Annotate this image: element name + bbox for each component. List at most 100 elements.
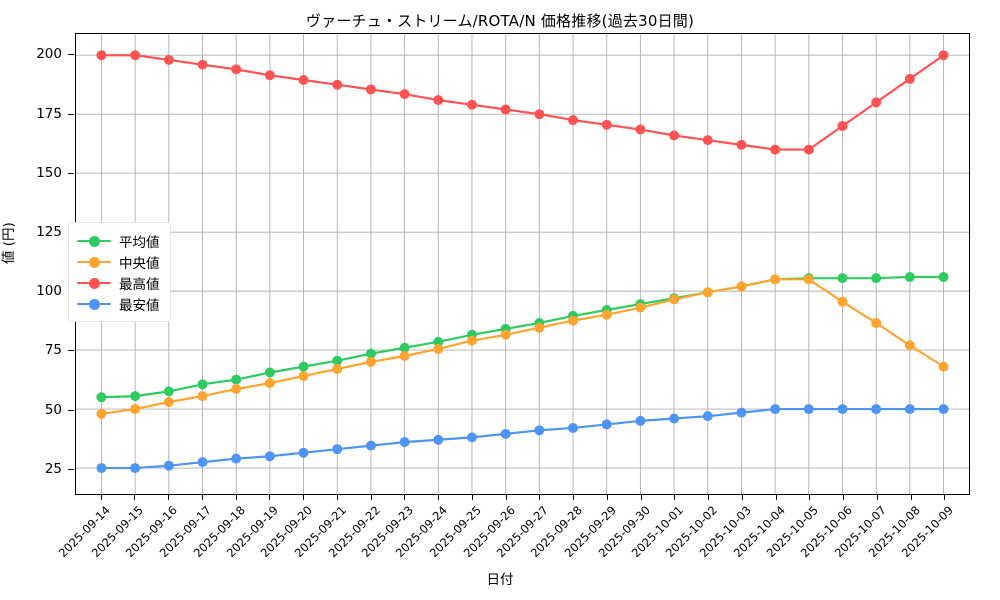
- plot-area: [75, 33, 970, 495]
- legend-color-swatch: [77, 297, 111, 311]
- data-point: [399, 351, 410, 361]
- y-axis-tick-label: 25: [44, 460, 62, 477]
- data-point: [803, 144, 814, 155]
- data-point: [231, 384, 242, 395]
- x-axis-tick-mark: [741, 495, 743, 500]
- y-axis-tick-mark: [68, 350, 74, 352]
- x-axis-tick-mark: [269, 495, 271, 500]
- data-point: [332, 363, 343, 374]
- x-axis-tick-mark: [606, 495, 608, 500]
- data-point: [433, 95, 444, 106]
- data-point: [433, 336, 444, 347]
- y-axis-tick-label: 100: [36, 283, 62, 300]
- legend-label: 最高値: [119, 276, 160, 293]
- data-point: [770, 404, 781, 415]
- legend-item-3[interactable]: 最安値: [77, 293, 160, 314]
- data-point: [669, 130, 680, 141]
- data-point: [365, 440, 376, 451]
- legend-label: 中央値: [119, 255, 160, 272]
- data-point: [601, 119, 612, 130]
- data-point: [96, 408, 107, 419]
- y-axis-tick-label: 200: [36, 46, 62, 63]
- data-point: [736, 281, 747, 292]
- data-point: [163, 386, 174, 397]
- x-axis-tick-mark: [910, 495, 912, 500]
- data-point: [568, 422, 579, 433]
- x-axis-tick-mark: [944, 495, 946, 500]
- x-axis-tick-mark: [168, 495, 170, 500]
- data-point: [871, 273, 882, 284]
- legend-item-1[interactable]: 中央値: [77, 251, 160, 272]
- data-point: [904, 404, 915, 415]
- chart-legend: 平均値中央値最高値最安値: [68, 222, 171, 322]
- data-point: [96, 392, 107, 403]
- data-point: [264, 378, 275, 389]
- data-point: [96, 463, 107, 474]
- legend-item-2[interactable]: 最高値: [77, 272, 160, 293]
- series-plot: [96, 50, 949, 474]
- x-axis-tick-mark: [134, 495, 136, 500]
- legend-color-swatch: [77, 234, 111, 248]
- data-point: [871, 97, 882, 108]
- legend-label: 最安値: [119, 297, 160, 314]
- y-axis-tick-label: 50: [44, 401, 62, 418]
- data-point: [837, 404, 848, 415]
- data-point: [433, 343, 444, 354]
- series-line-0: [100, 275, 945, 399]
- x-axis-tick-mark: [100, 495, 102, 500]
- data-point: [264, 70, 275, 81]
- data-point: [298, 361, 309, 372]
- legend-marker-dot: [89, 277, 100, 289]
- data-point: [399, 89, 410, 100]
- x-axis-tick-mark: [404, 495, 406, 500]
- data-point: [466, 335, 477, 346]
- x-axis-tick-mark: [843, 495, 845, 500]
- data-point: [871, 317, 882, 328]
- legend-marker-dot: [89, 298, 100, 310]
- x-axis-tick-mark: [708, 495, 710, 500]
- y-axis-tick-labels: 25 50 75 100 125 150 175 200: [0, 33, 62, 495]
- data-point: [635, 415, 646, 426]
- legend-label: 平均値: [119, 234, 160, 251]
- legend-item-0[interactable]: 平均値: [77, 230, 160, 251]
- x-axis-tick-mark: [471, 495, 473, 500]
- data-point: [399, 437, 410, 448]
- data-point: [264, 367, 275, 378]
- data-point: [96, 50, 107, 61]
- y-axis-tick-label: 75: [44, 342, 62, 359]
- data-point: [332, 444, 343, 455]
- x-axis-tick-mark: [336, 495, 338, 500]
- data-point: [130, 50, 141, 61]
- data-point: [365, 84, 376, 95]
- data-point: [130, 391, 141, 402]
- data-point: [601, 309, 612, 320]
- y-axis-tick-label: 125: [36, 224, 62, 240]
- x-axis-tick-mark: [809, 495, 811, 500]
- data-point: [669, 413, 680, 424]
- legend-marker-dot: [89, 256, 100, 268]
- data-point: [702, 287, 713, 298]
- data-point: [803, 404, 814, 415]
- x-axis-tick-mark: [303, 495, 305, 500]
- data-point: [298, 371, 309, 382]
- series-line-3: [100, 407, 945, 470]
- data-point: [702, 135, 713, 146]
- x-axis-tick-mark: [876, 495, 878, 500]
- data-point: [770, 144, 781, 155]
- data-point: [938, 404, 949, 415]
- data-point: [466, 432, 477, 443]
- data-point: [601, 419, 612, 430]
- data-point: [197, 391, 208, 402]
- data-point: [534, 425, 545, 436]
- data-point: [197, 379, 208, 390]
- x-axis-tick-mark: [235, 495, 237, 500]
- data-point: [904, 73, 915, 84]
- data-point: [736, 407, 747, 418]
- data-point: [332, 355, 343, 366]
- y-axis-tick-label: 150: [36, 164, 62, 181]
- y-axis-tick-mark: [68, 409, 74, 411]
- x-axis-tick-mark: [370, 495, 372, 500]
- data-point: [163, 54, 174, 65]
- series-line-2: [100, 54, 945, 151]
